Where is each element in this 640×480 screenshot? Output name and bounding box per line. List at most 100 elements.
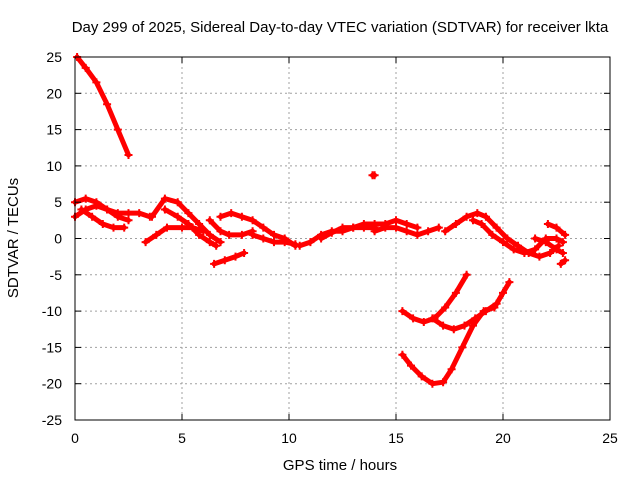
series-track-7: [160, 205, 221, 250]
data-point-marker: [210, 259, 219, 268]
data-point-marker: [280, 238, 289, 247]
data-point-marker: [543, 220, 552, 228]
data-point-marker: [402, 220, 411, 228]
data-point-marker: [370, 220, 379, 228]
data-point-marker: [558, 249, 567, 257]
data-point-marker: [184, 220, 193, 228]
data-point-marker: [109, 223, 118, 232]
data-point-marker: [409, 314, 418, 323]
data-point-marker: [488, 230, 497, 239]
data-point-marker: [225, 230, 234, 239]
x-axis-label: GPS time / hours: [283, 457, 397, 474]
data-point-marker: [419, 318, 428, 326]
data-point-marker: [439, 321, 448, 330]
data-point-marker: [124, 151, 133, 159]
y-tick-label: 25: [46, 49, 62, 65]
data-point-marker: [173, 212, 182, 221]
series-track-20: [556, 256, 570, 268]
data-point-marker: [220, 256, 229, 265]
data-point-marker: [481, 212, 490, 221]
data-point-marker: [398, 307, 407, 316]
x-tick-label: 25: [602, 430, 618, 446]
data-point-marker: [451, 220, 460, 228]
data-point-marker: [460, 321, 469, 330]
data-point-marker: [295, 241, 304, 250]
data-point-marker: [259, 234, 268, 243]
data-point-marker: [216, 212, 225, 221]
data-point-marker: [160, 194, 169, 203]
data-point-marker: [370, 171, 379, 180]
data-point-marker: [103, 205, 112, 214]
data-point-marker: [449, 325, 458, 334]
data-point-marker: [477, 220, 486, 228]
y-tick-label: -15: [42, 339, 62, 355]
series-line: [470, 217, 566, 256]
data-point-marker: [392, 223, 400, 232]
data-point-marker: [124, 216, 133, 225]
data-point-marker: [499, 238, 507, 247]
data-point-marker: [535, 252, 544, 261]
data-point-marker: [306, 238, 315, 247]
data-point-marker: [441, 303, 450, 312]
data-point-marker: [509, 245, 518, 254]
y-tick-label: 5: [54, 194, 62, 210]
data-point-marker: [413, 230, 422, 239]
y-axis-label: SDTVAR / TECUs: [5, 178, 22, 298]
data-point-marker: [163, 223, 171, 232]
data-point-marker: [216, 227, 225, 236]
data-point-marker: [561, 230, 570, 239]
data-point-marker: [417, 372, 426, 381]
series-track-18: [531, 234, 567, 257]
series-track-10: [216, 209, 300, 250]
data-point-marker: [503, 234, 512, 243]
data-point-marker: [270, 230, 278, 239]
data-point-marker: [458, 343, 467, 352]
data-point-marker: [88, 212, 97, 221]
data-point-marker: [370, 227, 379, 236]
axis-ticks: 0 5 10 15 20 25 -25 -20 -15 -10 -5 0 5 10 15 20 25: [42, 49, 618, 446]
data-point-marker: [178, 223, 186, 232]
data-point-marker: [381, 223, 390, 232]
series-line: [532, 236, 566, 256]
data-point-marker: [558, 238, 567, 247]
data-point-marker: [434, 223, 443, 232]
data-point-marker: [120, 223, 129, 232]
series-track-8: [205, 216, 257, 239]
y-tick-label: -10: [42, 303, 62, 319]
data-point-marker: [205, 238, 214, 247]
data-point-marker: [98, 220, 107, 228]
series-track-17: [469, 216, 567, 257]
data-point-marker: [81, 63, 90, 72]
data-point-marker: [473, 209, 482, 218]
data-point-marker: [81, 194, 90, 203]
data-point-marker: [531, 245, 540, 254]
data-point-marker: [469, 321, 477, 330]
x-tick-label: 5: [178, 430, 186, 446]
data-point-marker: [77, 205, 86, 214]
data-point-marker: [561, 256, 570, 265]
data-point-marker: [505, 278, 514, 287]
data-point-marker: [92, 198, 101, 207]
y-tick-label: 15: [46, 122, 62, 138]
data-point-marker: [552, 245, 561, 254]
data-point-marker: [441, 227, 450, 236]
data-point-marker: [556, 259, 565, 268]
data-point-marker: [428, 379, 437, 388]
y-tick-label: -25: [42, 412, 62, 428]
data-point-marker: [231, 252, 240, 261]
data-point-marker: [359, 220, 368, 228]
series-line: [74, 54, 131, 158]
data-point-marker: [184, 209, 193, 218]
data-point-marker: [205, 230, 214, 239]
data-point-marker: [552, 234, 561, 243]
data-point-marker: [481, 307, 490, 316]
data-point-marker: [492, 299, 501, 308]
series-track-15: [368, 171, 379, 180]
data-point-marker: [531, 234, 540, 243]
y-tick-label: 10: [46, 158, 62, 174]
data-point-marker: [248, 230, 257, 239]
series-track-16: [441, 209, 563, 261]
data-point-marker: [152, 230, 161, 239]
data-point-marker: [103, 100, 112, 109]
